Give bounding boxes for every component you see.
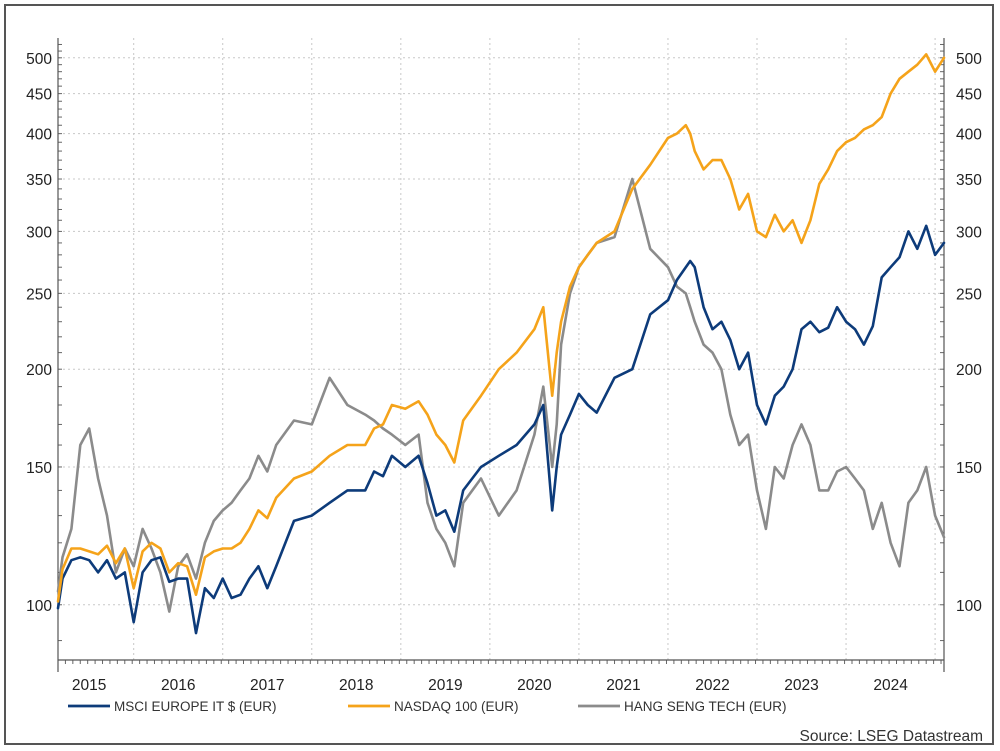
x-tick-label: 2024 (873, 677, 908, 694)
series-line (56, 177, 946, 613)
y-tick-label-right: 450 (956, 87, 982, 104)
y-tick-label-left: 400 (26, 127, 52, 144)
x-tick-label: 2022 (695, 677, 729, 694)
legend-label: HANG SENG TECH (EUR) (624, 699, 787, 714)
x-tick-label: 2019 (428, 677, 462, 694)
y-tick-label-left: 350 (26, 172, 52, 189)
x-tick-label: 2015 (72, 677, 106, 694)
legend: MSCI EUROPE IT $ (EUR) NASDAQ 100 (EUR) HA… (68, 699, 787, 714)
chart-frame (4, 4, 994, 745)
y-tick-label-right: 100 (956, 598, 982, 615)
y-tick-label-right: 150 (956, 460, 982, 477)
series-line (56, 53, 946, 603)
x-tick-label: 2016 (161, 677, 195, 694)
y-tick-label-left: 200 (26, 362, 52, 379)
x-tick-label: 2023 (784, 677, 818, 694)
y-tick-label-left: 150 (26, 460, 52, 477)
y-tick-label-right: 500 (956, 51, 982, 68)
series (56, 53, 946, 635)
y-tick-label-left: 450 (26, 87, 52, 104)
y-tick-label-right: 250 (956, 286, 982, 303)
x-tick-label: 2017 (250, 677, 284, 694)
x-tick-label: 2020 (517, 677, 552, 694)
source-text: Source: LSEG Datastream (800, 728, 984, 745)
y-tick-label-right: 350 (956, 172, 982, 189)
axes: 100 100 150 150 200 200 250 250 300 300 350 350 400 4… (26, 38, 982, 694)
y-tick-label-right: 200 (956, 362, 982, 379)
grid (58, 38, 944, 660)
y-tick-label-left: 500 (26, 51, 52, 68)
series-line (56, 224, 946, 635)
y-tick-label-left: 300 (26, 224, 52, 241)
y-tick-label-left: 250 (26, 286, 52, 303)
x-tick-label: 2018 (339, 677, 373, 694)
x-tick-label: 2021 (606, 677, 640, 694)
legend-label: NASDAQ 100 (EUR) (394, 699, 519, 714)
y-tick-label-right: 300 (956, 224, 982, 241)
y-tick-label-right: 400 (956, 127, 982, 144)
legend-label: MSCI EUROPE IT $ (EUR) (114, 699, 277, 714)
y-tick-label-left: 100 (26, 598, 52, 615)
